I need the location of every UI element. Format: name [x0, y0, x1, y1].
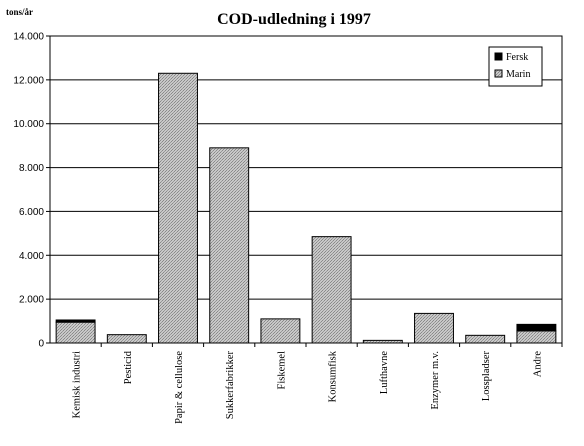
legend: Fersk Marin: [488, 46, 543, 87]
x-tick-label: Fiskemel: [276, 351, 287, 390]
bar-fersk: [55, 319, 96, 323]
x-tick-label: Konsumfisk: [328, 350, 339, 402]
y-tick-label: 14.000: [13, 32, 44, 43]
x-tick-label: Losspladser: [481, 351, 492, 402]
legend-swatch-fersk: [494, 52, 503, 61]
y-tick-label: 8.000: [19, 163, 44, 174]
x-tick-label: Kemisk industri: [72, 351, 83, 418]
x-tick-label: Lufthavne: [379, 351, 390, 394]
legend-label-marin: Marin: [506, 69, 530, 80]
y-tick-label: 2.000: [19, 295, 44, 306]
bar-marin: [414, 312, 454, 344]
bar-marin: [55, 321, 96, 344]
gridlines: [50, 79, 562, 300]
chart-title: COD-udledning i 1997: [217, 11, 371, 28]
bar-marin: [516, 330, 557, 344]
bar-marin: [260, 318, 301, 344]
legend-label-fersk: Fersk: [506, 52, 528, 63]
bar-marin: [311, 236, 352, 344]
y-axis-ticks: 0 2.000 4.000 6.000 8.000 10.000 12.000 14.000: [13, 32, 50, 350]
y-tick-label: 10.000: [13, 119, 44, 130]
bar-fersk: [516, 323, 557, 332]
x-tick-label: Enzymer m.v.: [430, 351, 441, 410]
x-tick-label: Papir & cellulose: [174, 351, 185, 424]
bar-marin: [209, 147, 250, 344]
bar-marin: [158, 72, 198, 344]
unit-label: tons/år: [6, 7, 33, 17]
x-tick-label: Sukkerfabrikker: [225, 351, 236, 420]
x-tick-label: Andre: [532, 351, 543, 378]
y-tick-label: 12.000: [13, 75, 44, 86]
bars: [55, 72, 557, 344]
y-tick-label: 0: [38, 339, 44, 350]
x-tick-label: Pesticid: [123, 350, 134, 384]
x-axis-ticks: Kemisk industri Pesticid Papir & cellulose…: [72, 343, 563, 424]
plot-frame: [49, 35, 563, 344]
legend-swatch-marin: [494, 69, 503, 78]
bar-marin: [465, 334, 506, 344]
y-tick-label: 4.000: [19, 251, 44, 262]
bar-marin: [106, 334, 147, 344]
y-tick-label: 6.000: [19, 207, 44, 218]
